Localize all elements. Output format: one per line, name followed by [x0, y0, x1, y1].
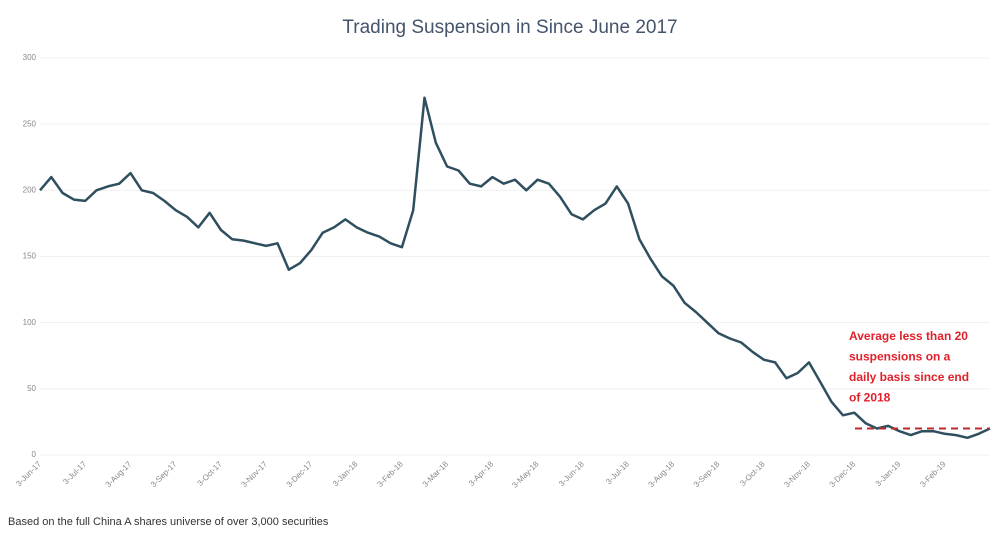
annotation: of 2018: [849, 391, 891, 405]
annotation: Average less than 20: [849, 329, 968, 343]
footnote: Based on the full China A shares univers…: [8, 516, 329, 528]
line: [39, 96, 991, 440]
x-tick-label: 3-Jun-17: [14, 459, 43, 488]
annotation: suspensions on a: [849, 350, 951, 364]
x-tick-label: 3-Sep-17: [149, 459, 179, 489]
x-tick-label: 3-Nov-17: [239, 459, 269, 489]
x-tick-label: 3-Oct-18: [738, 459, 767, 488]
x-tick-label: 3-May-18: [510, 459, 541, 490]
y-tick-label: 0: [32, 450, 37, 459]
x-tick-label: 3-Apr-18: [467, 459, 496, 488]
chart-title: Trading Suspension in Since June 2017: [342, 17, 677, 38]
x-tick-label: 3-Oct-17: [195, 459, 224, 488]
x-tick-label: 3-Feb-18: [375, 459, 405, 489]
y-tick-label: 200: [23, 185, 37, 194]
annotation: daily basis since end: [849, 370, 969, 384]
y-tick-label: 250: [23, 119, 37, 128]
y-tick-label: 50: [27, 384, 36, 393]
x-tick-label: 3-Jan-18: [331, 459, 360, 488]
x-tick-label: 3-Sep-18: [692, 459, 722, 489]
y-tick-label: 100: [23, 318, 37, 327]
x-tick-label: 3-Dec-17: [285, 459, 315, 489]
y-tick-label: 150: [23, 252, 37, 261]
x-tick-label: 3-Aug-18: [647, 459, 677, 489]
x-tick-label: 3-Nov-18: [782, 459, 812, 489]
x-tick-label: 3-Aug-17: [104, 459, 134, 489]
x-tick-label: 3-Feb-19: [918, 459, 948, 489]
x-tick-label: 3-Dec-18: [828, 459, 858, 489]
x-tick-label: 3-Jan-19: [874, 459, 903, 488]
y-tick-label: 300: [23, 53, 37, 62]
x-tick-label: 3-Jul-18: [604, 459, 631, 486]
x-tick-label: 3-Jun-18: [557, 459, 586, 488]
x-tick-label: 3-Jul-17: [61, 459, 88, 486]
x-tick-label: 3-Mar-18: [421, 459, 451, 489]
